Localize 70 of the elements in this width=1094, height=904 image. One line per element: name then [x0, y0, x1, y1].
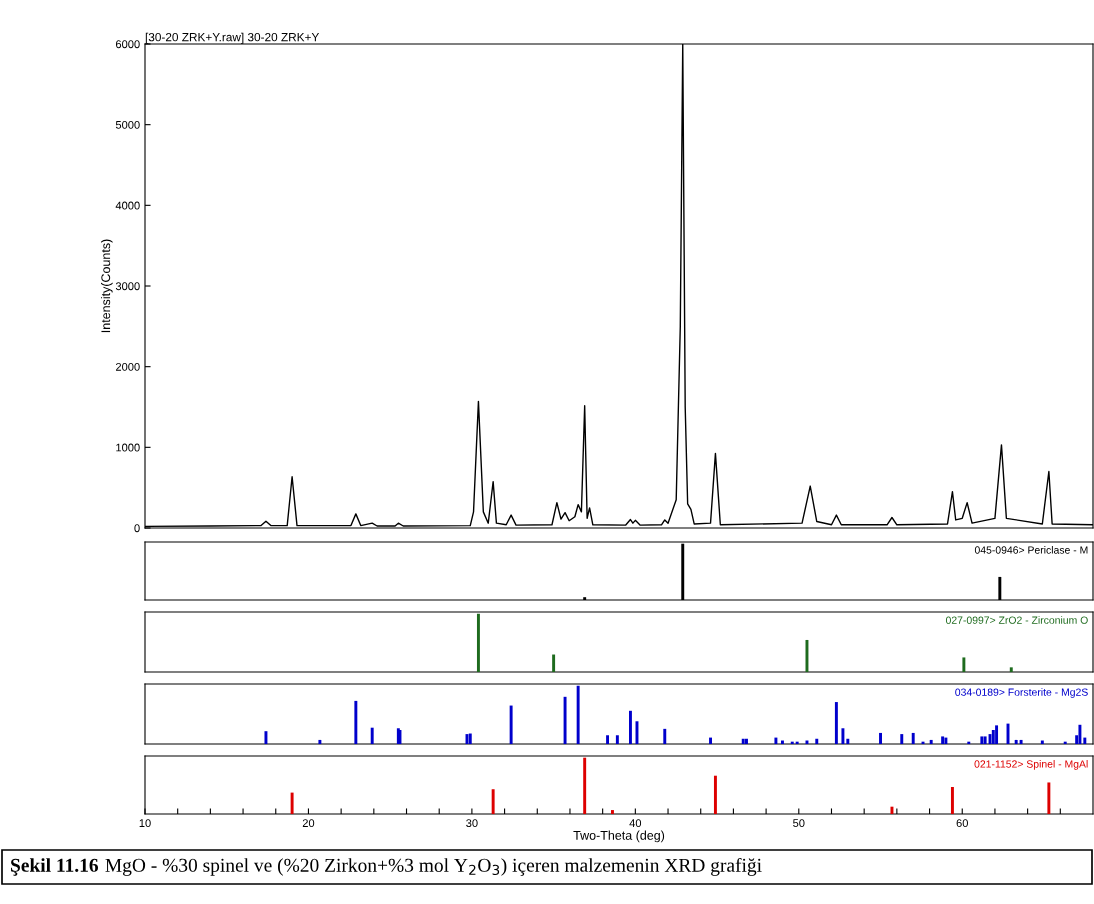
y-tick-label: 6000: [115, 40, 140, 49]
bar: [713, 775, 717, 814]
bar: [929, 739, 933, 744]
bar: [264, 731, 268, 744]
bar: [370, 727, 374, 744]
bar: [774, 737, 778, 744]
bar: [1014, 739, 1018, 744]
bar: [552, 654, 556, 672]
bar: [615, 735, 619, 744]
bar: [1040, 740, 1044, 744]
bar: [576, 685, 580, 744]
bar: [1047, 782, 1051, 814]
bar: [780, 740, 784, 744]
bar: [318, 739, 322, 744]
bar: [290, 792, 294, 814]
y-tick-label: 4000: [115, 201, 140, 210]
bar: [805, 639, 809, 672]
x-axis-title: Two-Theta (deg): [573, 830, 665, 843]
text: 027-0997> ZrO2 - Zirconium O: [945, 616, 1088, 624]
x-tick-label: 60: [956, 819, 968, 828]
y-axis-title: Intensity(Counts): [100, 239, 113, 333]
bar: [606, 735, 610, 744]
bar: [745, 738, 748, 744]
chart-title: [30-20 ZRK+Y.raw] 30-20 ZRK+Y: [145, 32, 320, 44]
x-tick-label: 10: [139, 819, 151, 828]
bar: [983, 736, 987, 744]
bar: [663, 728, 667, 744]
bar: [846, 738, 850, 744]
y-tick-label: 3000: [115, 282, 140, 291]
bar: [610, 810, 614, 814]
text: 045-0946> Periclase - M: [974, 546, 1088, 554]
y-tick-label: 1000: [116, 443, 140, 452]
bar: [354, 700, 358, 744]
bar: [491, 789, 495, 814]
bar: [841, 728, 845, 744]
text: 021-1152> Spinel - MgAl: [974, 760, 1088, 770]
bar: [509, 705, 513, 744]
bar: [890, 806, 894, 814]
y-tick-label: 0: [134, 524, 140, 533]
text: MgO - %30 spinel ve (%20 Zirkon+%3 mol Y$_{2}$O$_{3}$) içeren malzemenin XRD grafiği: [105, 857, 762, 876]
bar: [563, 696, 567, 744]
bar: [815, 738, 819, 744]
bar: [741, 738, 745, 744]
x-tick-label: 30: [466, 819, 478, 828]
bar: [911, 732, 915, 744]
bar: [1083, 737, 1087, 744]
bar: [944, 737, 948, 744]
bar: [962, 657, 966, 672]
bar: [1019, 739, 1023, 744]
bar: [900, 734, 904, 744]
bar: [709, 737, 712, 744]
bar: [941, 736, 945, 744]
bar: [628, 710, 632, 744]
bar: [879, 732, 882, 744]
bar: [583, 757, 587, 814]
x-tick-label: 50: [793, 819, 805, 828]
y-tick-label: 5000: [115, 120, 140, 129]
text: Şekil 11.16: [11, 858, 99, 876]
bar: [1078, 724, 1082, 744]
text: 034-0189> Forsterite - Mg2S: [955, 688, 1088, 698]
y-tick-label: 2000: [115, 362, 140, 371]
bar: [1009, 667, 1013, 672]
bar: [805, 740, 809, 744]
bar: [995, 725, 999, 744]
x-tick-label: 20: [302, 819, 315, 828]
bar: [980, 736, 984, 744]
bar: [476, 613, 480, 672]
x-tick-label: 40: [629, 819, 642, 828]
bar: [950, 786, 954, 814]
bar: [834, 702, 838, 744]
